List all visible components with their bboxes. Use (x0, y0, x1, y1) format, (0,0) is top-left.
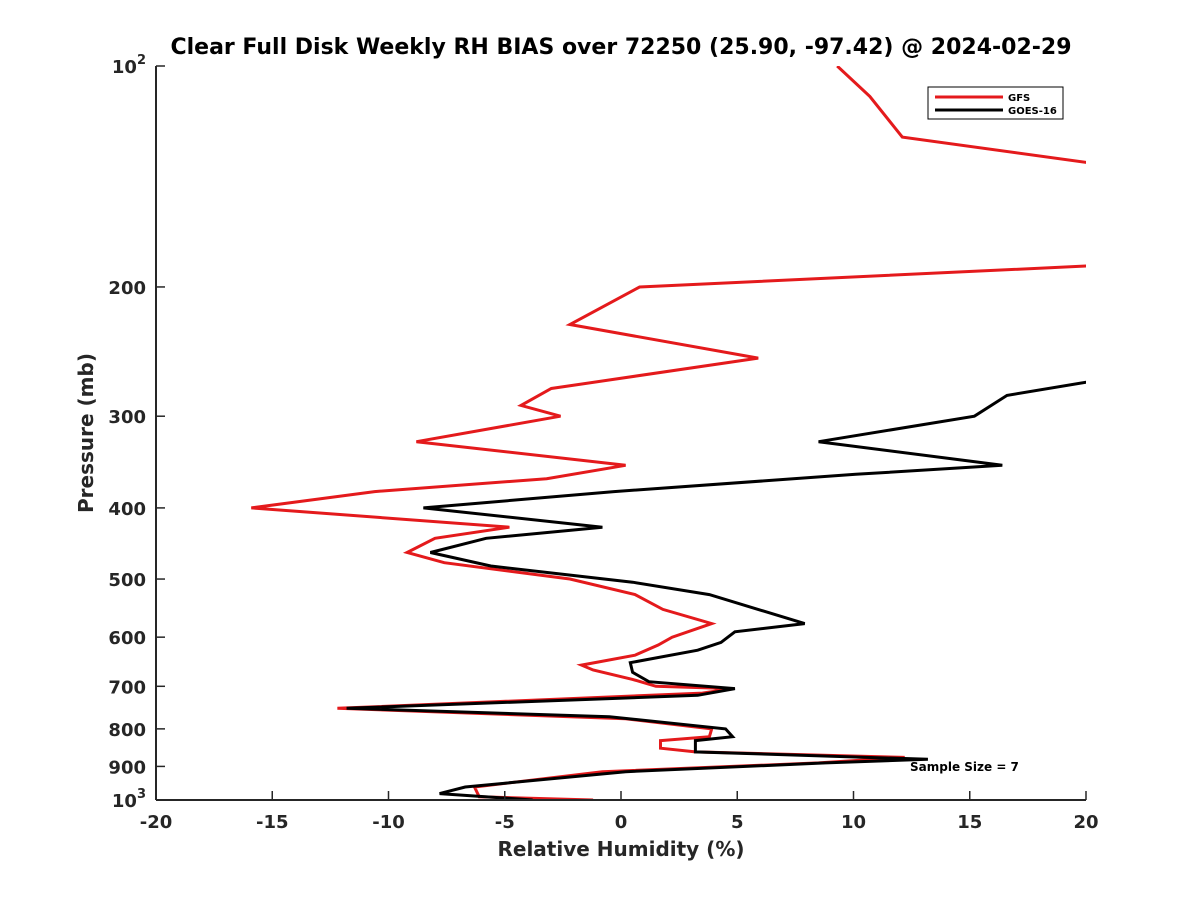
chart-title: Clear Full Disk Weekly RH BIAS over 7225… (170, 35, 1071, 60)
x-tick-label: 0 (615, 812, 628, 833)
y-tick-label: 700 (108, 677, 146, 698)
x-tick-label: 20 (1073, 812, 1098, 833)
x-axis-label: Relative Humidity (%) (497, 837, 744, 861)
x-tick-label: 5 (731, 812, 744, 833)
y-tick-label: 300 (108, 407, 146, 428)
legend-label-gfs: GFS (1008, 93, 1030, 104)
series-layer (251, 66, 1086, 800)
y-tick-label: 600 (108, 628, 146, 649)
x-tick-label: -20 (140, 812, 173, 833)
tick-layer: -20 -15 -10 -5 0 5 10 15 20 200 300 400 500 600 700 800… (108, 53, 1098, 833)
y-tick-label-power: 102 (112, 53, 146, 78)
y-tick-label: 200 (108, 278, 146, 299)
sample-size-annotation: Sample Size = 7 (910, 760, 1019, 774)
legend-label-goes16: GOES-16 (1008, 106, 1057, 117)
x-tick-label: 15 (957, 812, 982, 833)
y-axis-label: Pressure (mb) (74, 353, 98, 513)
x-tick-label: -10 (372, 812, 405, 833)
y-tick-label: 400 (108, 499, 146, 520)
y-tick-label-power: 103 (112, 787, 146, 812)
series-line-goes16 (346, 380, 1086, 800)
x-tick-label: -5 (495, 812, 515, 833)
x-tick-label: 10 (841, 812, 866, 833)
y-tick-label: 500 (108, 570, 146, 591)
legend-box (927, 86, 1064, 120)
x-tick-label: -15 (256, 812, 289, 833)
y-tick-label: 800 (108, 720, 146, 741)
legend: GFS GOES-16 (927, 86, 1064, 120)
y-tick-label: 900 (108, 757, 146, 778)
series-line-gfs (251, 66, 1086, 800)
